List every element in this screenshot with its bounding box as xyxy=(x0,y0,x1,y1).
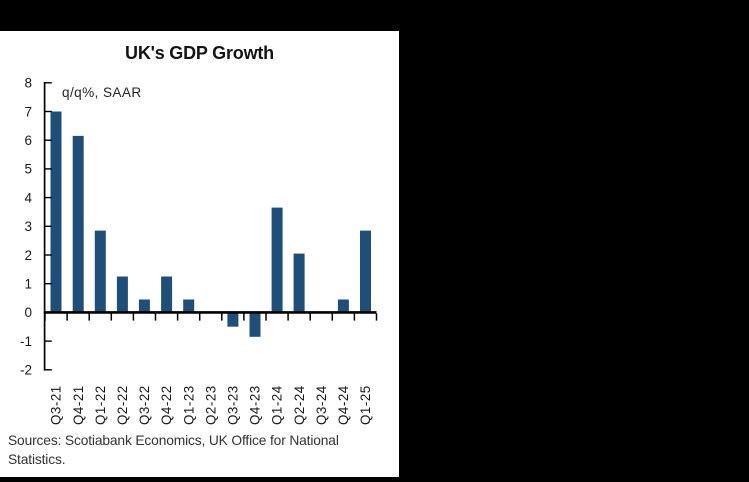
y-tick-label: 0 xyxy=(24,305,32,320)
bar-Q3-22 xyxy=(138,299,150,313)
x-tick-label-Q3-22: Q3-22 xyxy=(137,385,152,425)
x-tick-label-Q4-23: Q4-23 xyxy=(248,385,263,425)
bar-Q4-21 xyxy=(72,135,84,313)
y-tick-label: 1 xyxy=(24,277,32,292)
bar-chart: q/q%, SAAR -2 -1 0 1 2 3 4 5 6 7 8 Q3-21 Q4-21 Q1-22 Q… xyxy=(20,76,378,425)
x-tick-label-Q2-22: Q2-22 xyxy=(115,385,130,425)
bar-Q1-23 xyxy=(183,299,195,313)
y-tick-label: 2 xyxy=(24,248,32,263)
x-tick-label-Q3-21: Q3-21 xyxy=(49,385,64,425)
y-tick-label: 8 xyxy=(24,76,32,91)
y-tick-label: 3 xyxy=(24,219,32,234)
bar-Q1-25 xyxy=(360,230,371,313)
bar-Q3-21 xyxy=(50,111,62,313)
y-tick-label: 6 xyxy=(24,133,32,148)
x-tick-label-Q3-23: Q3-23 xyxy=(226,385,241,425)
x-tick-label-Q4-22: Q4-22 xyxy=(159,385,174,425)
bar-Q1-22 xyxy=(94,230,106,313)
x-tick-label-Q4-24: Q4-24 xyxy=(336,385,351,425)
chart-panel: UK's GDP Growth q/q%, SAAR -2 -1 0 1 2 3 4 5 6 7 8… xyxy=(0,31,399,477)
y-tick-label: 7 xyxy=(24,104,32,119)
x-tick-label-Q1-24: Q1-24 xyxy=(270,385,285,425)
bar-Q1-24 xyxy=(271,207,283,313)
axis-units-annotation: q/q%, SAAR xyxy=(62,85,142,100)
x-tick-label-Q4-21: Q4-21 xyxy=(71,385,86,425)
bar-Q3-23 xyxy=(227,312,239,327)
x-tick-label-Q3-24: Q3-24 xyxy=(314,385,329,425)
bar-Q4-23 xyxy=(249,312,261,337)
y-tick-label: -2 xyxy=(20,363,32,378)
chart-title: UK's GDP Growth xyxy=(125,43,274,63)
y-tick-label: 5 xyxy=(24,162,32,177)
bar-Q4-22 xyxy=(161,276,173,313)
x-tick-label-Q1-22: Q1-22 xyxy=(93,385,108,425)
x-tick-label-Q1-23: Q1-23 xyxy=(181,385,196,425)
bar-Q2-24 xyxy=(293,253,305,313)
y-tick-label: -1 xyxy=(20,334,32,349)
x-tick-label-Q1-25: Q1-25 xyxy=(358,385,373,425)
source-note: Sources: Scotiabank Economics, UK Office… xyxy=(8,433,339,467)
bar-Q4-24 xyxy=(337,299,349,313)
x-tick-label-Q2-23: Q2-23 xyxy=(203,385,218,425)
x-tick-label-Q2-24: Q2-24 xyxy=(292,385,307,425)
bar-Q2-22 xyxy=(116,276,128,313)
y-tick-label: 4 xyxy=(24,190,32,205)
